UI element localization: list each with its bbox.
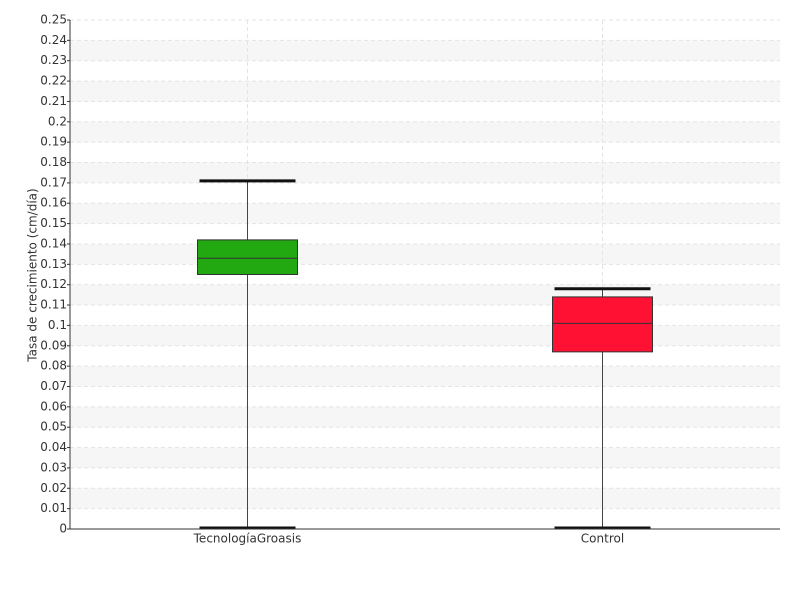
y-tick-label: 0.18 bbox=[40, 155, 67, 169]
plot-band bbox=[70, 447, 780, 468]
y-tick-label: 0.13 bbox=[40, 257, 67, 271]
box bbox=[552, 296, 653, 353]
plot-band bbox=[70, 81, 780, 102]
plot-band bbox=[70, 284, 780, 306]
y-tick-label: 0.03 bbox=[40, 460, 67, 474]
y-tick-label: 0.12 bbox=[40, 277, 67, 291]
y-tick-label: 0.24 bbox=[40, 33, 67, 47]
y-tick-label: 0.02 bbox=[40, 481, 67, 495]
y-tick-label: 0.1 bbox=[48, 318, 67, 332]
grid bbox=[70, 19, 780, 530]
plot-band bbox=[70, 243, 780, 265]
y-tick-label: 0.06 bbox=[40, 399, 67, 413]
y-tick-label: 0.07 bbox=[40, 379, 67, 393]
y-tick-label: 0.17 bbox=[40, 175, 67, 189]
plot-band bbox=[70, 40, 780, 61]
y-tick-label: 0.23 bbox=[40, 53, 67, 67]
y-tick-label: 0.21 bbox=[40, 94, 67, 108]
y-tick-label: 0.22 bbox=[40, 74, 67, 88]
marks bbox=[197, 179, 653, 530]
box bbox=[197, 239, 298, 275]
y-tick-label: 0.14 bbox=[40, 236, 67, 250]
plot-band bbox=[70, 325, 780, 346]
plot-band bbox=[70, 366, 780, 387]
y-tick-label: 0.15 bbox=[40, 216, 67, 230]
y-tick-label: 0.04 bbox=[40, 440, 67, 454]
y-tick-label: 0.16 bbox=[40, 196, 67, 210]
plot-band bbox=[70, 488, 780, 509]
plot-band bbox=[70, 162, 780, 183]
y-tick-label: 0.2 bbox=[48, 114, 67, 128]
y-axis-label: Tasa de crecimiento (cm/día) bbox=[26, 188, 40, 362]
x-tick-label: TecnologíaGroasis bbox=[193, 532, 302, 546]
y-tick-label: 0.05 bbox=[40, 420, 67, 434]
plot-band bbox=[70, 203, 780, 224]
plot-band bbox=[70, 406, 780, 428]
y-tick-label: 0.08 bbox=[40, 359, 67, 373]
y-tick-label: 0.09 bbox=[40, 338, 67, 352]
y-tick-label: 0 bbox=[59, 522, 67, 536]
y-tick-label: 0.25 bbox=[40, 13, 67, 27]
y-tick-label: 0.11 bbox=[40, 298, 67, 312]
plot-band bbox=[70, 121, 780, 143]
y-tick-label: 0.19 bbox=[40, 135, 67, 149]
plot-background bbox=[70, 40, 780, 509]
y-tick-label: 0.01 bbox=[40, 501, 67, 515]
x-tick-label: Control bbox=[581, 532, 624, 546]
